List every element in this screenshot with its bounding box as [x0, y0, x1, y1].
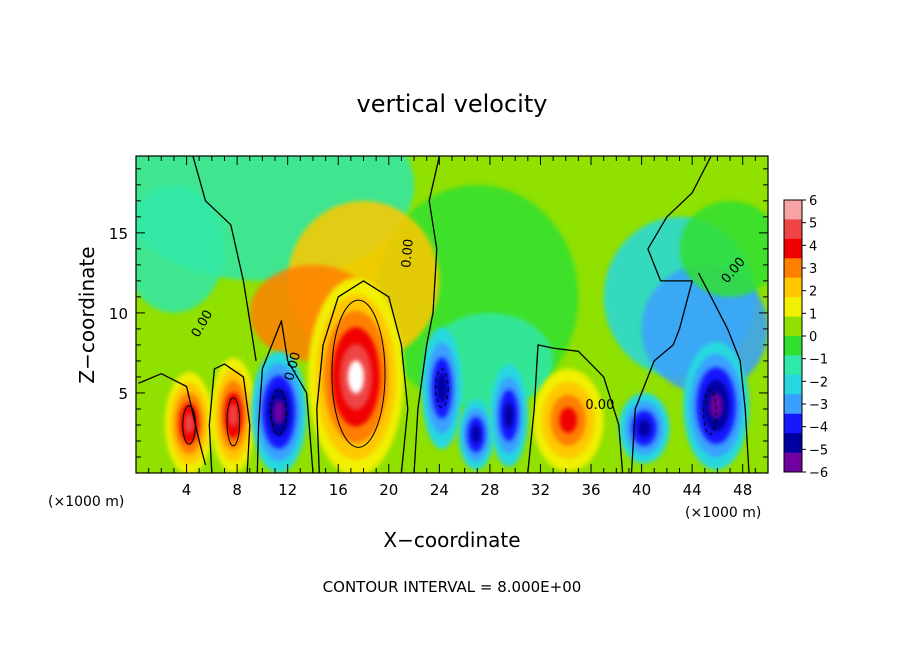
colorbar-label: 6 [809, 194, 817, 209]
x-tick-label: 28 [480, 481, 499, 499]
x-tick-label: 20 [379, 481, 398, 499]
contour-interval-text: CONTOUR INTERVAL = 8.000E+00 [323, 578, 582, 596]
y-tick-label: 10 [109, 305, 128, 323]
chart-title: vertical velocity [357, 90, 548, 118]
x-axis-ticks: 4 8 12 16 20 24 28 32 36 40 44 48 [148, 156, 756, 499]
downdraft-cell [637, 419, 651, 437]
negative-contour [703, 389, 717, 436]
x-tick-label: 36 [581, 481, 600, 499]
colorbar-label: 4 [809, 239, 817, 254]
x-tick-label: 4 [182, 481, 192, 499]
updraft-cell [228, 403, 238, 427]
colorbar-swatch [784, 277, 802, 298]
colorbar-label: −4 [809, 421, 828, 436]
colorbar-swatch [784, 297, 802, 318]
x-tick-label: 44 [683, 481, 702, 499]
colorbar-label: −3 [809, 398, 828, 413]
colorbar-label: −6 [809, 466, 828, 481]
zero-contour-line [697, 272, 750, 473]
y-tick-label: 5 [118, 385, 128, 403]
downdraft-cell [709, 392, 723, 419]
colorbar-swatch [784, 374, 802, 395]
contour-label: 0.00 [282, 351, 304, 383]
colorbar-label: 3 [809, 262, 817, 277]
downdraft-cell [504, 402, 514, 429]
colorbar-swatch [784, 238, 802, 259]
downdraft-cell [436, 372, 447, 404]
x-tick-label: 12 [278, 481, 297, 499]
zero-contour-line [413, 156, 441, 473]
plot-area: 0.000.000.000.000.00 4 8 12 16 20 24 28 32 36 40 4… [109, 155, 769, 499]
x-tick-label: 16 [329, 481, 348, 499]
colorbar-swatch [784, 258, 802, 279]
negative-contour [270, 389, 287, 436]
field-patch [679, 200, 768, 297]
y-tick-label: 15 [109, 225, 128, 243]
colorbar-label: 2 [809, 285, 817, 300]
colorbar-label: 5 [809, 217, 817, 232]
updraft-cell [559, 407, 578, 433]
zero-contour-line [630, 156, 712, 473]
colorbar-swatch [784, 355, 802, 376]
updraft-cell [347, 360, 364, 394]
x-unit-label-right: (×1000 m) [685, 505, 761, 521]
downdraft-cell [273, 399, 285, 425]
x-axis-label: X−coordinate [383, 528, 520, 552]
field-patch [136, 184, 225, 313]
colorbar-swatch [784, 219, 802, 240]
y-axis-label: Z−coordinate [75, 246, 99, 383]
contour-label: 0.00 [399, 238, 416, 268]
updraft-cell [184, 413, 194, 434]
positive-contour [331, 299, 386, 448]
downdraft-cell [471, 425, 481, 444]
x-tick-label: 8 [232, 481, 242, 499]
colorbar-label: −2 [809, 375, 828, 390]
x-unit-label-left: (×1000 m) [48, 494, 124, 510]
colorbar-label: −5 [809, 443, 828, 458]
x-tick-label: 32 [531, 481, 550, 499]
positive-contour [226, 397, 241, 447]
x-tick-label: 24 [430, 481, 449, 499]
zero-contour-line [256, 320, 314, 473]
positive-contour [182, 405, 196, 445]
zero-contour-line [208, 363, 251, 473]
colorbar-label: 1 [809, 307, 817, 322]
colorbar-label: −1 [809, 353, 828, 368]
colorbar-swatch [784, 200, 802, 220]
zero-contour-line [527, 344, 624, 473]
colorbar-swatch [784, 394, 802, 415]
velocity-field [136, 156, 768, 473]
colorbar-swatch [784, 413, 802, 434]
colorbar-label: 0 [809, 330, 817, 345]
zero-contour-line [192, 156, 257, 362]
contour-label: 0.00 [585, 398, 614, 413]
zero-contour-line [316, 280, 409, 473]
colorbar-swatch [784, 452, 802, 473]
colorbar-swatch [784, 336, 802, 356]
y-axis-ticks: 5 10 15 [109, 168, 768, 458]
colorbar-swatch [784, 433, 802, 454]
x-tick-label: 40 [632, 481, 651, 499]
negative-contour [435, 368, 449, 408]
x-tick-label: 48 [733, 481, 752, 499]
colorbar-swatch [784, 316, 802, 337]
zero-contour-line [138, 373, 207, 466]
colorbar: 6 5 4 3 2 1 0 −1 −2 −3 −4 −5 −6 [783, 194, 828, 481]
